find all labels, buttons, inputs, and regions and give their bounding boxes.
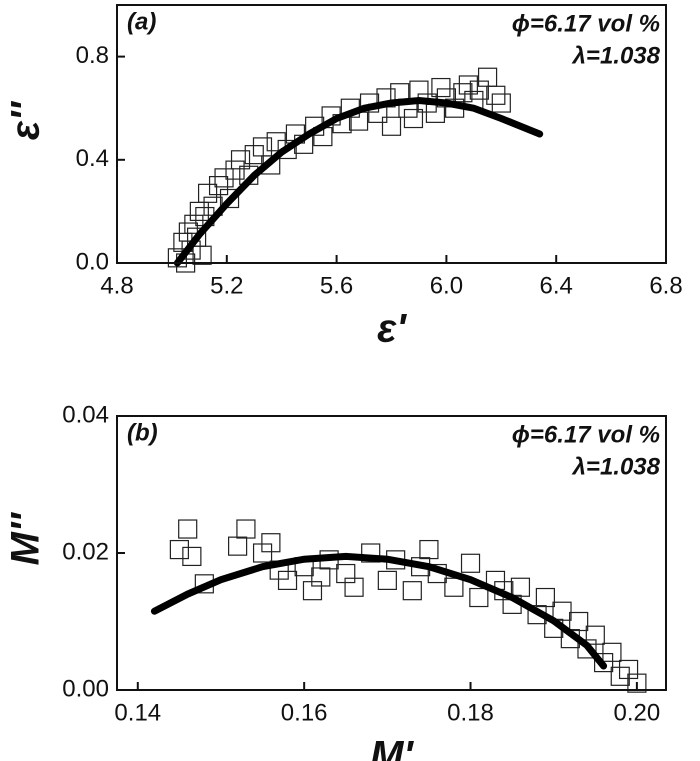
data-point — [453, 83, 473, 103]
y-axis-title: M'' — [4, 512, 48, 566]
annotation: ϕ=6.17 vol % — [512, 10, 660, 37]
annotation: ϕ=6.17 vol % — [512, 421, 660, 448]
data-point — [225, 160, 245, 180]
data-point — [402, 581, 422, 601]
data-point — [610, 666, 630, 686]
data-point — [627, 673, 647, 693]
y-tick-label: 0.8 — [76, 42, 109, 69]
data-point — [336, 563, 356, 584]
data-point — [236, 519, 256, 539]
data-point — [618, 659, 639, 680]
data-point — [444, 577, 464, 597]
data-point — [361, 543, 381, 563]
data-point — [403, 108, 424, 129]
y-tick-label: 0.02 — [62, 538, 109, 565]
data-point — [431, 77, 451, 98]
data-point — [486, 85, 506, 105]
y-tick-label: 0.0 — [76, 248, 109, 275]
data-point — [602, 642, 622, 662]
data-point — [381, 116, 402, 136]
data-point — [208, 176, 229, 196]
y-tick-label: 0.00 — [62, 675, 109, 702]
data-point — [458, 75, 478, 95]
x-axis-title: M' — [370, 734, 414, 761]
data-point — [477, 67, 498, 87]
data-point — [182, 546, 202, 567]
y-tick-label: 0.4 — [76, 145, 109, 172]
data-point — [252, 137, 273, 157]
data-point — [419, 539, 439, 560]
data-point — [192, 245, 212, 265]
plot-frame — [116, 4, 667, 264]
data-point — [214, 168, 234, 188]
panel: 4.8 5.2 5.6 6.0 6.4 6.8 0.0 0.4 0.8 ε' ε'' (a) ϕ=6.1… — [4, 4, 683, 351]
data-point — [178, 519, 198, 539]
x-tick-label: 0.16 — [281, 699, 328, 726]
data-point — [167, 248, 187, 268]
x-tick-label: 6.0 — [430, 272, 463, 299]
annotation: (a) — [127, 8, 156, 35]
x-tick-label: 0.18 — [447, 699, 494, 726]
data-point — [569, 611, 589, 632]
x-tick-label: 6.4 — [540, 272, 573, 299]
annotation: λ=1.038 — [571, 453, 661, 480]
data-point — [577, 639, 597, 659]
data-point — [302, 581, 323, 601]
x-tick-label: 6.8 — [649, 272, 682, 299]
data-point — [277, 139, 297, 160]
data-point — [252, 543, 273, 563]
x-tick-label: 0.14 — [114, 699, 161, 726]
data-point — [277, 570, 298, 591]
data-point — [228, 536, 248, 556]
fit-curve — [173, 96, 544, 267]
x-tick-label: 0.20 — [614, 699, 661, 726]
x-tick-label: 5.2 — [210, 272, 243, 299]
x-axis-title: ε' — [377, 307, 407, 351]
data-point — [510, 577, 531, 597]
data-point — [436, 88, 456, 108]
data-point — [197, 183, 218, 203]
data-point — [594, 652, 614, 673]
data-point — [344, 577, 364, 597]
annotation: λ=1.038 — [571, 42, 661, 69]
annotation: (b) — [127, 419, 158, 446]
data-point — [244, 145, 264, 165]
data-point — [169, 539, 189, 560]
data-point — [469, 80, 489, 100]
data-point — [552, 601, 572, 621]
panel: 0.14 0.16 0.18 0.20 0.00 0.02 0.04 M' M'' (b) ϕ=6.… — [4, 401, 667, 761]
data-point — [230, 150, 251, 170]
data-point — [189, 201, 209, 221]
data-point — [460, 553, 481, 573]
data-point — [535, 587, 555, 608]
data-point — [311, 567, 331, 587]
x-tick-label: 4.8 — [100, 272, 133, 299]
data-point — [219, 188, 240, 209]
data-point — [585, 625, 605, 645]
fit-curve — [150, 552, 608, 670]
data-point — [377, 570, 397, 591]
data-point — [184, 214, 204, 234]
data-point — [469, 587, 489, 608]
data-point — [266, 132, 286, 152]
data-point — [261, 533, 281, 553]
data-point — [409, 80, 429, 100]
y-axis-title: ε'' — [4, 101, 48, 141]
data-point — [491, 93, 511, 113]
y-tick-label: 0.04 — [62, 401, 109, 428]
x-tick-label: 5.6 — [320, 272, 353, 299]
